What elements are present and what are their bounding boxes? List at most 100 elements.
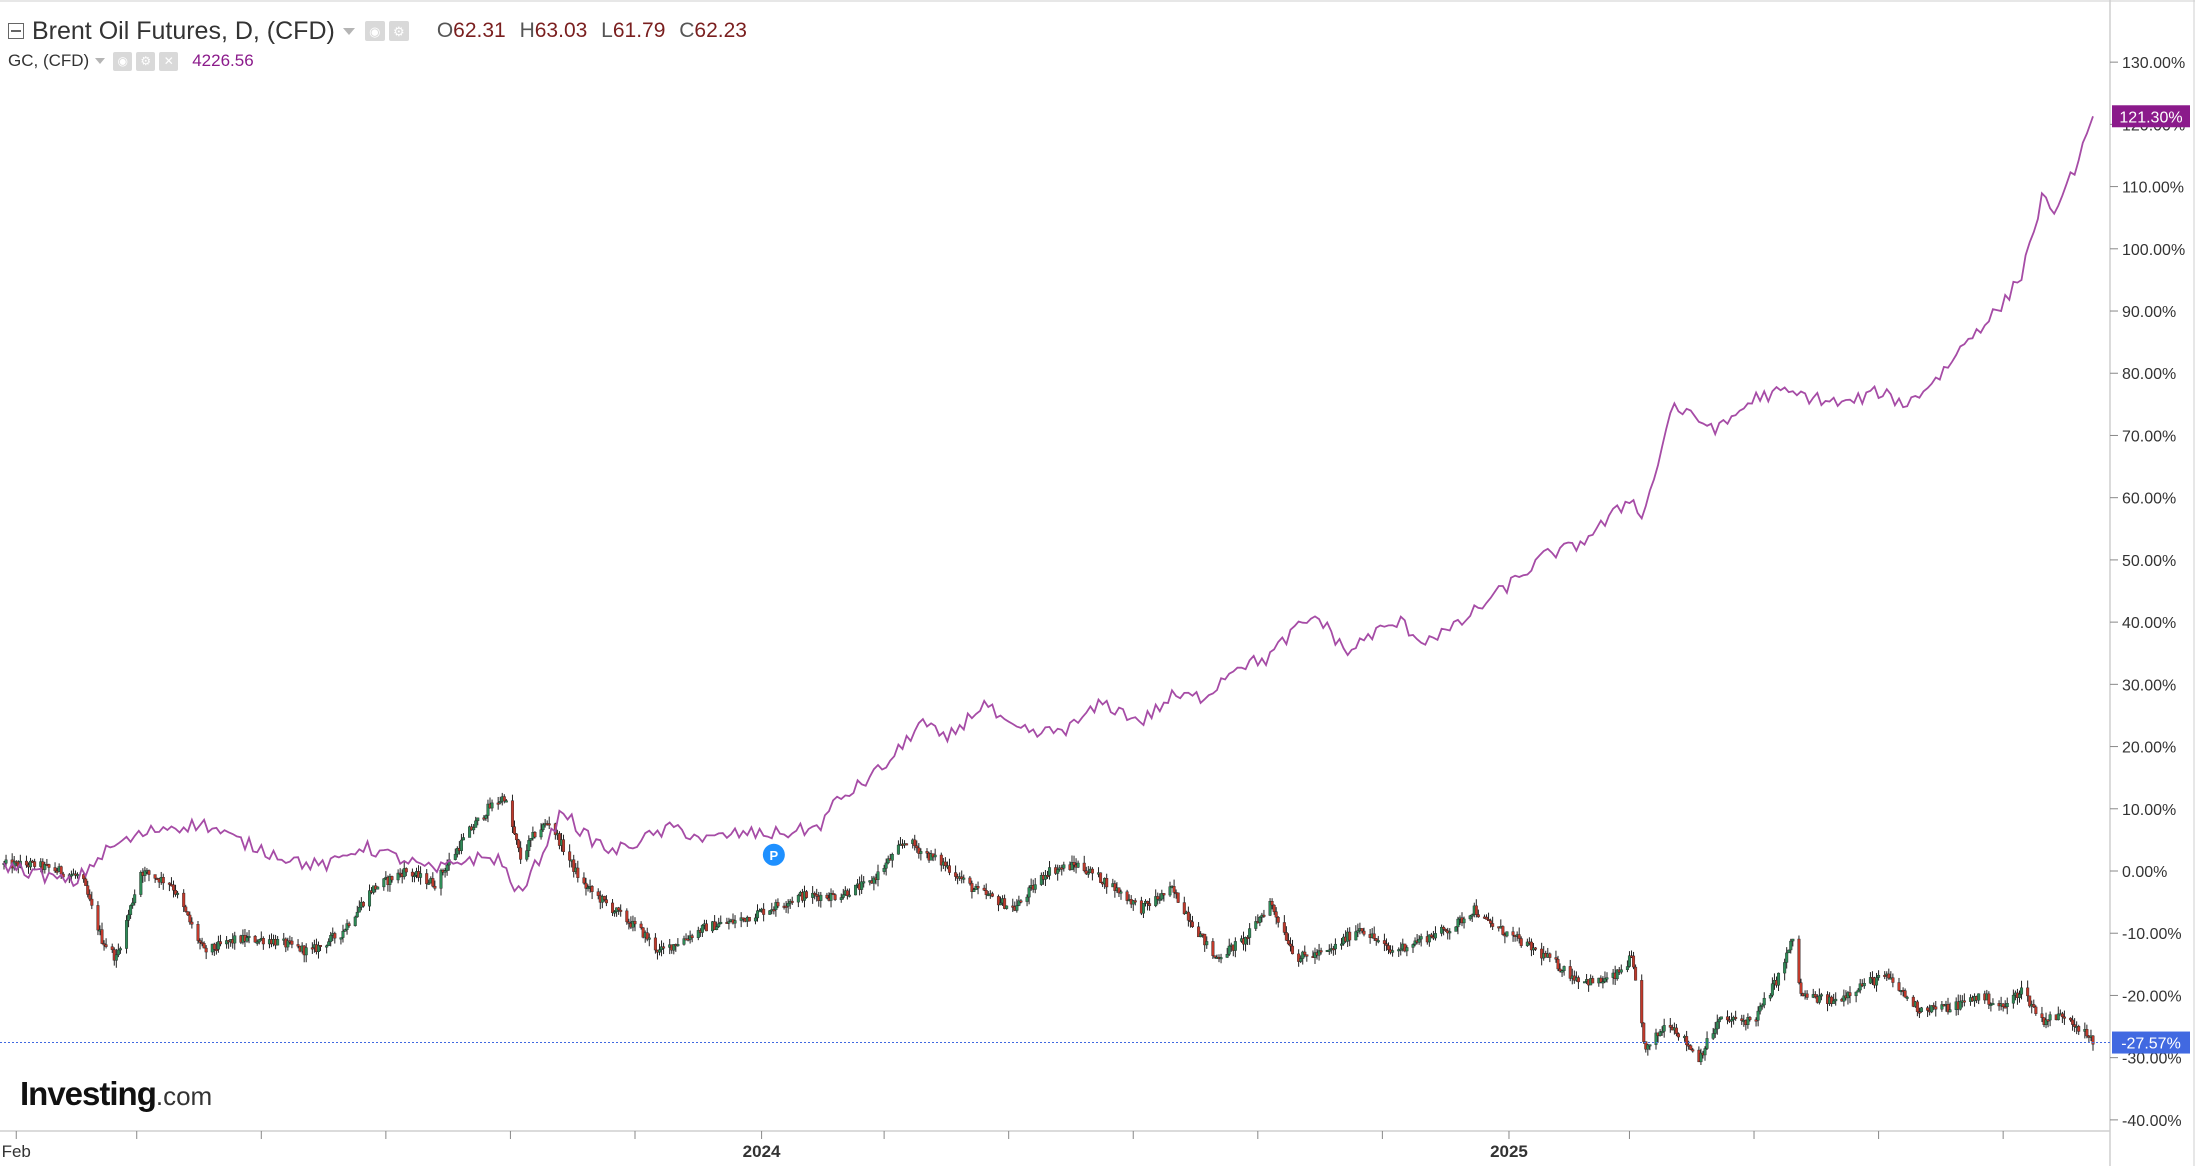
candle-down [1211,941,1215,956]
candle-down [1685,1036,1689,1046]
chevron-down-icon[interactable] [342,27,355,35]
candle-up [1646,1044,1650,1050]
candle-up [1405,947,1409,952]
candle-up [727,921,731,924]
candle-down [968,877,972,884]
close-icon[interactable]: ✕ [159,51,179,71]
candle-up [1868,977,1872,984]
y-tick-label: -40.00% [2122,1113,2182,1130]
candle-down [1117,887,1121,894]
candle-up [2005,1003,2009,1008]
eye-icon[interactable]: ◉ [113,51,133,71]
collapse-square-icon[interactable] [8,23,24,39]
candle-down [1501,926,1505,935]
y-tick-label: 10.00% [2122,802,2176,819]
candle-up [862,881,866,884]
candle-up [1244,937,1248,945]
candle-down [261,937,265,945]
candle-up [860,881,864,890]
candle-up [127,914,131,921]
candle-up [355,911,359,918]
y-tick-label: 40.00% [2122,615,2176,632]
candle-up [647,937,651,940]
candle-down [925,851,929,854]
candle-up [1076,862,1080,868]
candle-down [602,896,606,900]
candle-down [1634,966,1638,981]
candle-down [1576,977,1580,983]
candle-up [1930,1005,1934,1013]
candle-up [631,920,635,928]
candle-down [1591,978,1595,984]
gold-symbol-label[interactable]: GC, (CFD) [8,51,90,70]
candle-down [1303,951,1307,955]
candle-up [586,887,590,889]
candle-up [1705,1038,1709,1049]
candle-up [541,824,545,831]
y-tick-label: 70.00% [2122,428,2176,445]
candle-down [2040,1013,2044,1018]
gear-icon[interactable]: ⚙ [136,51,156,71]
candle-down [1186,911,1190,921]
candle-up [1025,896,1029,902]
candle-down [1887,973,1891,979]
y-tick-label: -30.00% [2122,1051,2182,1068]
candle-down [1917,1011,1921,1014]
candle-up [1819,994,1823,997]
legend-row-brent: Brent Oil Futures, D, (CFD) ◉ ⚙ O62.31 H… [8,16,747,46]
y-tick-label: 100.00% [2122,242,2185,259]
candle-down [2069,1017,2073,1021]
candle-up [4,859,8,864]
candle-up [1086,872,1090,875]
candle-up [1770,983,1774,996]
eye-icon[interactable]: ◉ [364,21,385,41]
candle-down [425,873,429,885]
candle-down [572,859,576,872]
candle-down [196,924,200,941]
candle-up [1603,978,1607,982]
candle-up [613,911,617,914]
candle-down [2077,1026,2081,1032]
candle-up [1977,993,1981,1001]
candle-down [212,943,216,950]
candle-up [233,935,237,944]
candle-up [1427,934,1431,943]
candle-up [1158,898,1162,901]
candle-down [100,929,104,944]
gear-icon[interactable]: ⚙ [388,21,409,41]
logo-brand: Investing [20,1075,157,1112]
candle-up [1048,867,1052,876]
candle-down [704,923,708,932]
candle-up [1340,943,1344,946]
candle-down [1987,993,1991,1005]
candle-down [1082,862,1086,871]
candle-up [1601,981,1605,984]
candle-down [2073,1024,2077,1027]
candle-down [917,847,921,854]
candle-down [653,937,657,951]
candle-down [186,911,190,916]
candle-up [2056,1013,2060,1021]
candle-down [976,886,980,889]
candle-down [1262,914,1266,917]
candle-down [633,920,637,925]
candle-down [1444,929,1448,931]
candle-up [758,910,762,913]
candle-down [1442,926,1446,930]
candle-up [176,892,180,895]
candle-up [1785,952,1789,963]
candle-down [390,876,394,881]
candle-up [459,839,463,851]
candle-up [484,815,488,819]
candle-up [1991,1003,1995,1006]
candle-down [1190,921,1194,928]
candle-down [1286,940,1290,945]
candle-down [1282,922,1286,933]
chevron-down-icon[interactable] [95,58,106,64]
brent-symbol-label[interactable]: Brent Oil Futures, D, (CFD) [32,16,335,45]
candle-up [1168,886,1172,896]
candle-up [1160,893,1164,900]
candle-down [1599,977,1603,983]
